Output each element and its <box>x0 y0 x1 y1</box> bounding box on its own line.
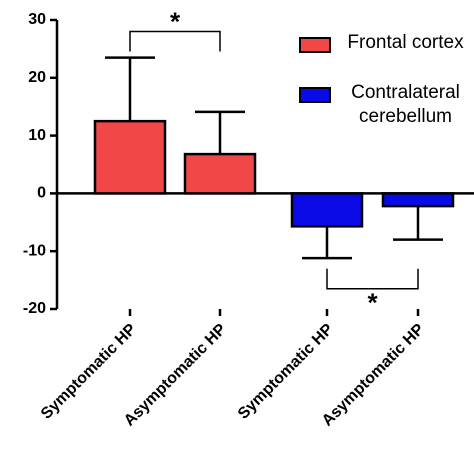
legend-swatch <box>299 87 331 103</box>
x-tick-label: Asymptomatic HP <box>121 321 230 430</box>
x-tick-label: Symptomatic HP <box>235 321 337 423</box>
bar <box>381 192 455 208</box>
significance-bracket <box>129 30 221 52</box>
bar <box>290 192 364 228</box>
significance-mark: * <box>367 288 378 318</box>
bar <box>183 152 257 195</box>
significance-bracket <box>326 268 419 290</box>
y-tick-label: 20 <box>28 69 46 86</box>
x-tick-label: Asymptomatic HP <box>319 321 428 430</box>
y-tick-label: -10 <box>23 242 46 259</box>
x-tick-label: Symptomatic HP <box>38 321 140 423</box>
y-tick-label: 30 <box>28 11 46 28</box>
legend-label: Frontal cortex <box>347 32 464 53</box>
y-tick-label: 10 <box>28 127 46 144</box>
legend-swatch <box>299 37 331 53</box>
legend-label: Contralateral cerebellum <box>351 82 460 127</box>
legend-label-box: Frontal cortex <box>347 32 464 53</box>
y-tick-label: 0 <box>37 185 46 202</box>
bar <box>93 119 167 195</box>
legend-label-box: Contralateral cerebellum <box>351 82 460 127</box>
significance-mark: * <box>170 6 181 36</box>
y-tick-label: -20 <box>23 300 46 317</box>
